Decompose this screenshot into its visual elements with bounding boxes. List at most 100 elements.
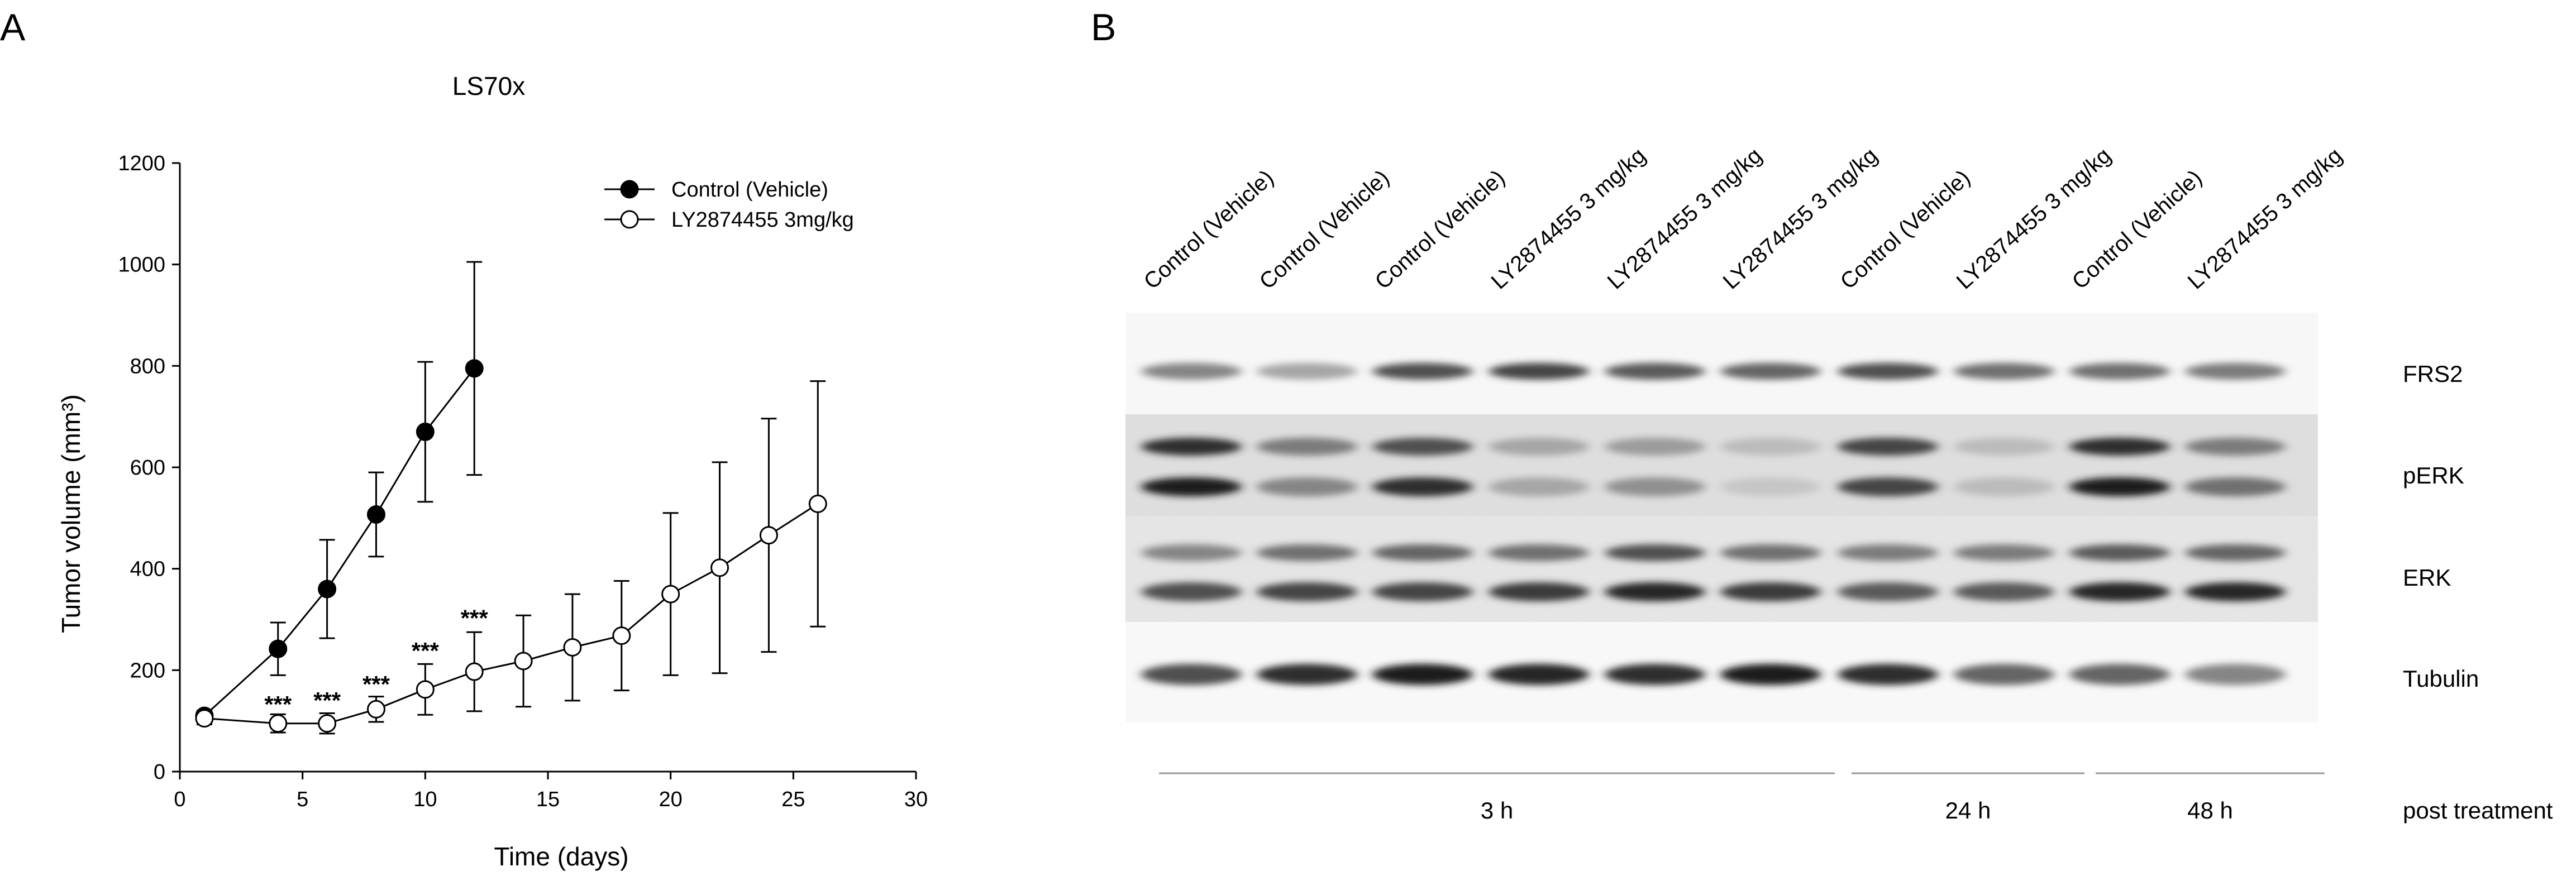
band-frs2: [1257, 363, 1357, 380]
legend-marker-treated: [620, 210, 639, 229]
x-tick-label: 20: [659, 788, 683, 811]
point-treated: [465, 662, 484, 681]
row-label: pERK: [2403, 462, 2464, 489]
y-tick-label: 600: [130, 456, 165, 480]
band-frs2: [1954, 363, 2054, 380]
band-erk-lower: [1605, 582, 1705, 601]
point-treated: [808, 494, 827, 513]
blot-noise-erk: [1125, 516, 2318, 622]
panel-letter-b: B: [1091, 6, 1116, 49]
band-perk-lower: [1954, 477, 2054, 496]
band-perk-upper: [1141, 438, 1242, 456]
significance-stars: ***: [264, 691, 292, 717]
band-tubulin: [1954, 664, 2054, 685]
y-tick-label: 1200: [118, 152, 165, 175]
band-erk-lower: [1257, 582, 1357, 601]
band-erk-upper: [1838, 544, 1938, 561]
chart-title: LS70x: [452, 71, 525, 100]
panel-letter-a: A: [0, 6, 26, 49]
blot-image: [1125, 313, 2318, 722]
band-perk-upper: [1372, 438, 1473, 456]
x-tick-label: 0: [174, 788, 185, 811]
point-treated: [366, 700, 385, 719]
band-perk-upper: [1720, 438, 1821, 456]
band-frs2: [1141, 363, 1242, 380]
significance-stars: ***: [313, 687, 341, 714]
band-perk-lower: [2069, 477, 2170, 496]
band-erk-upper: [1257, 544, 1357, 561]
band-perk-lower: [1257, 477, 1357, 496]
series-line-0: [203, 367, 475, 717]
band-tubulin: [2069, 664, 2170, 685]
band-perk-upper: [1954, 438, 2054, 456]
band-perk-upper: [1605, 438, 1705, 456]
band-frs2: [1720, 363, 1821, 380]
chart-legend: Control (Vehicle) LY2874455 3mg/kg: [604, 178, 854, 232]
band-frs2: [1605, 363, 1705, 380]
band-erk-upper: [2185, 544, 2286, 561]
band-tubulin: [1141, 664, 1242, 685]
point-treated: [269, 714, 288, 733]
western-blot: Control (Vehicle)Control (Vehicle)Contro…: [1125, 143, 2553, 824]
lane-label: LY2874455 3 mg/kg: [2183, 143, 2347, 294]
band-perk-upper: [1489, 438, 1589, 456]
band-tubulin: [1489, 664, 1589, 685]
y-axis-label: Tumor volume (mm³): [56, 394, 85, 633]
band-erk-lower: [1720, 582, 1821, 601]
band-perk-lower: [1838, 477, 1938, 496]
point-treated: [661, 585, 680, 604]
point-control: [318, 580, 337, 599]
band-tubulin: [2185, 664, 2286, 685]
x-axis-label: Time (days): [494, 842, 628, 871]
timepoint-label: 24 h: [1945, 797, 1991, 824]
band-tubulin: [1605, 664, 1705, 685]
band-erk-upper: [2069, 544, 2170, 561]
series-lines: [203, 367, 819, 725]
blot-strip-perk: [1125, 414, 2318, 516]
row-label: Tubulin: [2403, 666, 2479, 692]
point-treated: [195, 709, 214, 728]
band-frs2: [1489, 363, 1589, 380]
significance-stars: ***: [362, 671, 390, 697]
band-tubulin: [1372, 664, 1473, 685]
band-perk-lower: [1141, 477, 1242, 496]
data-points: [195, 359, 827, 733]
lane-labels: Control (Vehicle)Control (Vehicle)Contro…: [1139, 143, 2347, 294]
band-erk-lower: [1954, 582, 2054, 601]
post-treatment-label: post treatment: [2403, 797, 2553, 824]
band-frs2: [2069, 363, 2170, 380]
band-perk-upper: [2069, 438, 2170, 456]
row-label: FRS2: [2403, 361, 2463, 387]
band-perk-upper: [1838, 438, 1938, 456]
band-erk-lower: [2185, 582, 2286, 601]
point-treated: [318, 714, 337, 733]
timepoint-label: 3 h: [1481, 797, 1513, 824]
row-label: ERK: [2403, 564, 2451, 591]
y-tick-label: 800: [130, 355, 165, 378]
y-tick-label: 400: [130, 558, 165, 581]
band-erk-upper: [1605, 544, 1705, 561]
chart-axes: 0 200 400 600 800 1000 1200 0 5 10 15 20 25 30: [118, 152, 928, 811]
band-erk-upper: [1720, 544, 1821, 561]
point-treated: [514, 652, 533, 671]
y-tick-label: 1000: [118, 253, 165, 277]
x-tick-label: 5: [297, 788, 308, 811]
point-treated: [563, 638, 582, 657]
band-tubulin: [1720, 664, 1821, 685]
band-erk-lower: [1141, 582, 1242, 601]
band-erk-lower: [1838, 582, 1938, 601]
x-tick-label: 15: [536, 788, 560, 811]
point-treated: [416, 680, 435, 699]
band-perk-upper: [1257, 438, 1357, 456]
band-perk-upper: [2185, 438, 2286, 456]
point-treated: [612, 626, 631, 645]
point-control: [366, 505, 385, 524]
band-erk-lower: [1372, 582, 1473, 601]
point-control: [269, 639, 288, 658]
band-erk-upper: [1372, 544, 1473, 561]
point-treated: [759, 526, 778, 545]
y-tick-label: 0: [154, 760, 165, 784]
